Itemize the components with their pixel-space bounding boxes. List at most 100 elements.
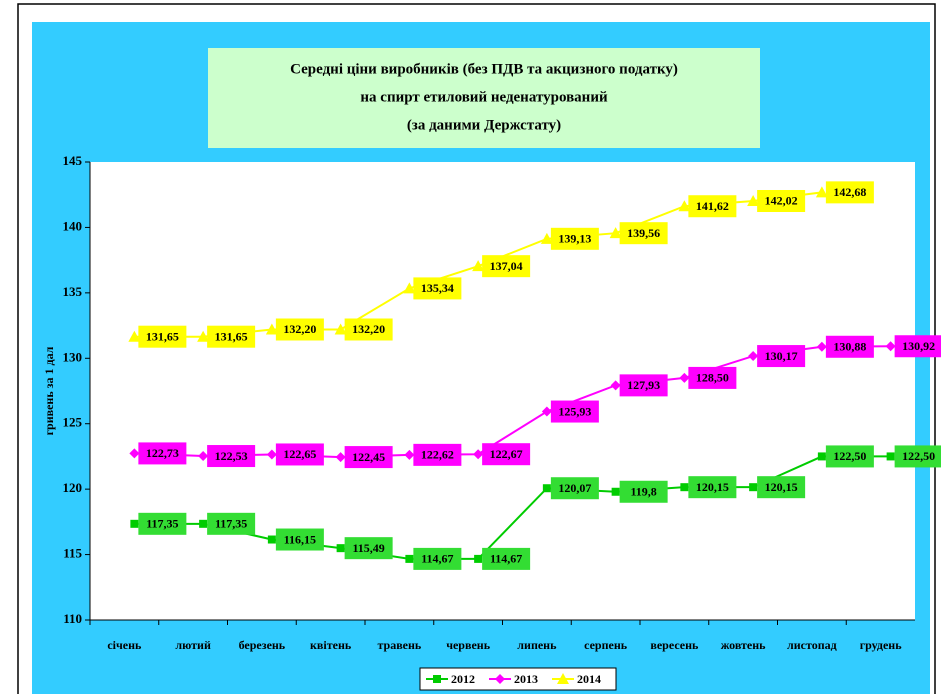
value-label: 135,34: [421, 281, 454, 295]
data-point: [815, 186, 828, 198]
value-label-box: [825, 181, 874, 204]
x-tick-label: травень: [377, 638, 421, 652]
data-point: [610, 380, 621, 391]
value-label-box: [619, 374, 668, 397]
value-label: 122,65: [283, 447, 316, 461]
data-point: [885, 341, 896, 352]
value-label: 132,20: [283, 322, 316, 336]
data-point: [747, 194, 760, 206]
legend-label: 2014: [577, 672, 601, 686]
data-point: [748, 351, 759, 362]
value-label: 139,56: [627, 226, 660, 240]
data-point: [335, 452, 346, 463]
value-label-box: [344, 446, 393, 469]
value-label-box: [688, 476, 737, 499]
value-label-box: [207, 512, 256, 535]
title-box: [208, 48, 760, 148]
value-label-box: [138, 325, 187, 348]
data-point: [749, 483, 758, 492]
value-label: 122,73: [146, 446, 179, 460]
x-tick-label: вересень: [650, 638, 699, 652]
chart-title: (за даними Держстату): [407, 117, 561, 133]
value-label: 117,35: [215, 517, 247, 531]
value-label-box: [207, 445, 256, 468]
y-tick-label: 115: [63, 546, 82, 561]
x-tick-label: березень: [239, 638, 286, 652]
legend-marker: [557, 673, 569, 684]
data-point: [403, 282, 416, 294]
value-label-box: [757, 476, 806, 499]
data-point: [128, 330, 141, 342]
data-point: [336, 544, 345, 553]
x-tick-label: червень: [446, 638, 490, 652]
data-point: [678, 200, 691, 212]
data-point: [199, 519, 208, 528]
value-label-box: [138, 442, 187, 465]
value-label-box: [619, 222, 668, 245]
value-label: 120,15: [696, 480, 729, 494]
value-label-box: [482, 547, 531, 570]
data-point: [611, 487, 620, 496]
value-label-box: [550, 227, 599, 250]
plot-area: [90, 162, 915, 620]
value-label: 137,04: [490, 259, 523, 273]
value-label: 139,13: [558, 232, 591, 246]
data-point: [886, 452, 895, 461]
value-label: 122,50: [833, 449, 866, 463]
value-label: 142,02: [765, 194, 798, 208]
x-tick-label: серпень: [584, 638, 628, 652]
data-point: [129, 448, 140, 459]
y-tick-label: 145: [63, 153, 83, 168]
value-label: 119,8: [630, 485, 656, 499]
value-label-box: [138, 512, 187, 535]
value-label-box: [344, 537, 393, 560]
value-label: 141,62: [696, 199, 729, 213]
value-label: 131,65: [215, 329, 248, 343]
data-point: [680, 483, 689, 492]
data-point: [473, 449, 484, 460]
data-point: [472, 260, 485, 272]
value-label: 132,20: [352, 322, 385, 336]
value-label: 128,50: [696, 371, 729, 385]
legend-label: 2013: [514, 672, 538, 686]
value-label: 114,67: [490, 552, 522, 566]
legend-marker: [495, 674, 505, 684]
value-label: 117,35: [146, 517, 178, 531]
value-label-box: [482, 255, 531, 278]
data-point: [541, 406, 552, 417]
data-point: [266, 449, 277, 460]
value-label-box: [825, 335, 874, 358]
value-label-box: [757, 189, 806, 212]
y-tick-label: 120: [63, 480, 83, 495]
value-label-box: [413, 547, 462, 570]
chart-title: Середні ціни виробників (без ПДВ та акци…: [290, 61, 678, 77]
x-tick-label: жовтень: [721, 638, 766, 652]
value-label-box: [275, 528, 324, 551]
x-tick-label: грудень: [860, 638, 903, 652]
x-tick-label: лютий: [175, 638, 211, 652]
value-label: 122,45: [352, 450, 385, 464]
value-label-box: [275, 318, 324, 341]
value-label-box: [482, 443, 531, 466]
value-label-box: [757, 345, 806, 368]
legend-marker: [433, 675, 441, 683]
data-point: [267, 535, 276, 544]
value-label-box: [550, 477, 599, 500]
data-point: [404, 449, 415, 460]
value-label: 130,17: [765, 349, 798, 363]
chart-title: на спирт етиловий неденатурований: [360, 89, 608, 105]
data-point: [334, 323, 347, 335]
value-label: 131,65: [146, 329, 179, 343]
value-label: 122,62: [421, 448, 454, 462]
legend-label: 2012: [451, 672, 475, 686]
value-label-box: [688, 366, 737, 389]
value-label-box: [413, 443, 462, 466]
y-axis-label: гривень за 1 дал: [42, 346, 56, 435]
value-label-box: [894, 335, 941, 358]
legend: [419, 667, 617, 691]
value-label: 120,07: [558, 481, 591, 495]
value-label-box: [275, 443, 324, 466]
data-point: [130, 519, 139, 528]
x-tick-label: квітень: [310, 638, 352, 652]
x-tick-label: липень: [517, 638, 557, 652]
